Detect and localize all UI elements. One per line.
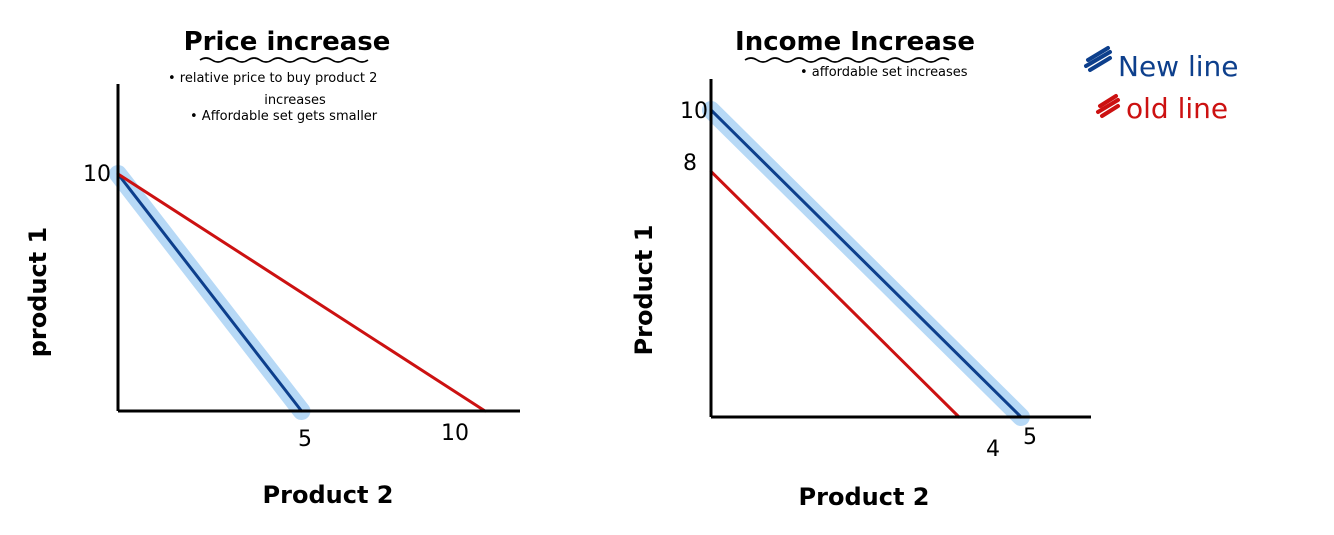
title-underline	[199, 57, 369, 63]
chart-note: • relative price to buy product 2	[168, 71, 377, 86]
legend-swatch-new	[1084, 46, 1112, 72]
plot-series	[109, 165, 487, 420]
legend-label-old: old line	[1126, 92, 1228, 125]
x-tick-label: 4	[986, 437, 1000, 462]
legend-item-old: old line	[1096, 92, 1228, 125]
plot-series	[702, 101, 1030, 426]
x-tick-label: 5	[298, 427, 312, 452]
chart-price-increase: Price increase • relative price to buy p…	[24, 27, 520, 509]
chart-title: Price increase	[184, 27, 391, 57]
series-line-old	[709, 169, 961, 419]
chart-note: • affordable set increases	[800, 65, 968, 80]
y-axis-label: product 1	[24, 227, 52, 358]
title-underline	[744, 57, 950, 63]
series-line-new	[709, 108, 1023, 419]
y-tick-label: 8	[683, 151, 697, 176]
legend: New line old line	[1084, 46, 1239, 125]
x-tick-label: 10	[441, 421, 469, 446]
y-tick-label: 10	[680, 99, 708, 124]
chart-title: Income Increase	[735, 27, 975, 57]
y-axis-label: Product 1	[630, 225, 658, 356]
chart-income-increase: Income Increase • affordable set increas…	[630, 27, 1091, 511]
series-line-old	[116, 172, 487, 413]
legend-item-new: New line	[1084, 46, 1239, 83]
x-axis-label: Product 2	[799, 483, 930, 511]
x-tick-label: 5	[1023, 425, 1037, 450]
series-line-new	[116, 172, 303, 413]
legend-swatch-old	[1096, 94, 1120, 118]
chart-note: • Affordable set gets smaller	[190, 109, 378, 124]
x-axis-label: Product 2	[263, 481, 394, 509]
chart-note: increases	[264, 93, 326, 108]
y-tick-label: 10	[83, 162, 111, 187]
legend-label-new: New line	[1118, 50, 1239, 83]
